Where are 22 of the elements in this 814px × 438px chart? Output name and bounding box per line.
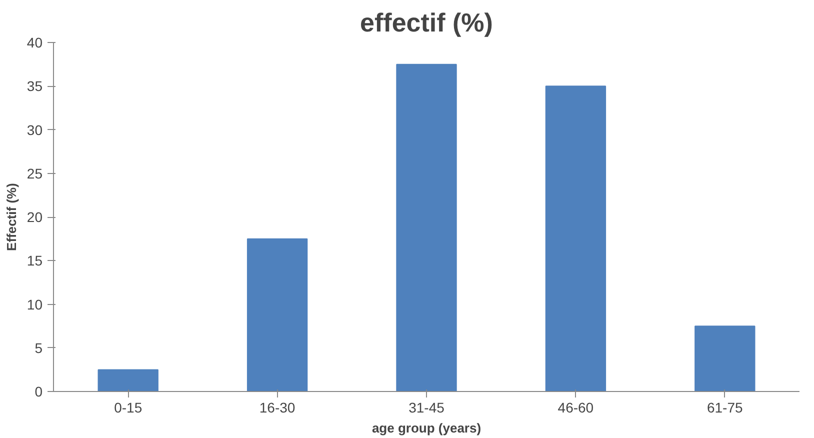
- chart-title: effectif (%): [360, 8, 493, 38]
- x-tick-label: 31-45: [408, 400, 445, 416]
- y-tick-label: 30: [26, 122, 43, 138]
- x-tick-label: 61-75: [706, 400, 744, 416]
- y-tick-label: 5: [34, 340, 43, 356]
- bar: [246, 238, 308, 392]
- y-tick-label: 35: [26, 78, 43, 94]
- x-tick-label: 46-60: [558, 400, 594, 416]
- y-tick-label: 20: [26, 209, 43, 225]
- y-tick-label: 40: [26, 34, 43, 50]
- y-tick-label: 15: [26, 252, 43, 269]
- y-tick-label: 25: [26, 165, 43, 182]
- x-tick-label: 0-15: [114, 400, 142, 416]
- bar: [545, 86, 606, 392]
- bar: [396, 64, 457, 392]
- x-axis-title: age group (years): [372, 420, 482, 436]
- y-tick-label: 10: [26, 296, 43, 312]
- x-tick-label: 16-30: [259, 400, 296, 416]
- bar: [98, 369, 158, 392]
- bar: [694, 326, 756, 392]
- y-axis-title: Effectif (%): [4, 183, 19, 251]
- y-tick-label: 0: [34, 384, 43, 400]
